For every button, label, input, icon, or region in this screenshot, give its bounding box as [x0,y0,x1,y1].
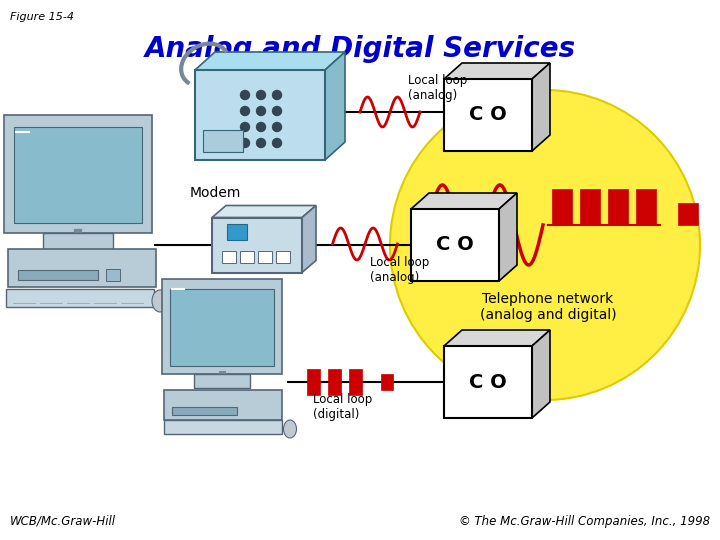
Bar [212,218,302,273]
Text: Local loop
(analog): Local loop (analog) [370,256,429,284]
Ellipse shape [284,420,297,438]
Text: C O: C O [469,373,507,392]
Text: Figure 15-4: Figure 15-4 [10,12,74,22]
Circle shape [240,91,250,99]
Bar [608,189,628,225]
Polygon shape [532,63,550,151]
Bar [411,209,499,281]
Bar [164,390,282,420]
Circle shape [256,91,266,99]
Circle shape [256,138,266,147]
Polygon shape [212,206,316,218]
Bar [162,279,282,374]
Polygon shape [325,52,345,160]
Text: © The Mc.Graw-Hill Companies, Inc., 1998: © The Mc.Graw-Hill Companies, Inc., 1998 [459,515,710,528]
Polygon shape [195,52,345,70]
Circle shape [272,123,282,132]
Text: WCB/Mc.Graw-Hill: WCB/Mc.Graw-Hill [10,515,116,528]
Bar [195,70,325,160]
Bar [170,289,274,366]
Bar [6,289,154,307]
Bar [276,251,290,263]
Text: Analog and Digital Services: Analog and Digital Services [145,35,575,63]
Polygon shape [499,193,517,281]
Bar [552,189,572,225]
Bar [349,369,362,395]
Bar [240,251,254,263]
Polygon shape [444,63,550,79]
Circle shape [272,106,282,116]
Circle shape [240,123,250,132]
Bar [444,79,532,151]
Bar [307,369,320,395]
Circle shape [240,106,250,116]
Bar [172,407,237,415]
Polygon shape [532,330,550,418]
Circle shape [256,123,266,132]
Bar [106,269,120,281]
Bar [8,249,156,287]
Bar [4,115,152,233]
Bar [194,374,250,388]
Bar [164,420,282,434]
Bar [14,127,142,223]
Bar [258,251,272,263]
Text: C O: C O [469,105,507,125]
Text: Local loop
(analog): Local loop (analog) [408,74,467,102]
Bar [580,189,600,225]
Bar [636,189,656,225]
Bar [381,374,393,390]
Polygon shape [302,206,316,273]
Circle shape [240,138,250,147]
Polygon shape [444,330,550,346]
Text: Modem: Modem [189,186,240,200]
Text: Local loop
(digital): Local loop (digital) [313,393,372,421]
Bar [678,204,698,225]
Polygon shape [411,193,517,209]
Bar [18,270,98,280]
Text: C O: C O [436,235,474,254]
Ellipse shape [152,290,168,312]
Bar [43,233,113,250]
Circle shape [256,106,266,116]
Text: Telephone network
(analog and digital): Telephone network (analog and digital) [480,292,616,322]
Bar [227,224,247,240]
Circle shape [272,91,282,99]
Circle shape [272,138,282,147]
Ellipse shape [390,90,700,400]
Bar [444,346,532,418]
Bar [328,369,341,395]
Bar [222,251,236,263]
Bar [203,130,243,152]
